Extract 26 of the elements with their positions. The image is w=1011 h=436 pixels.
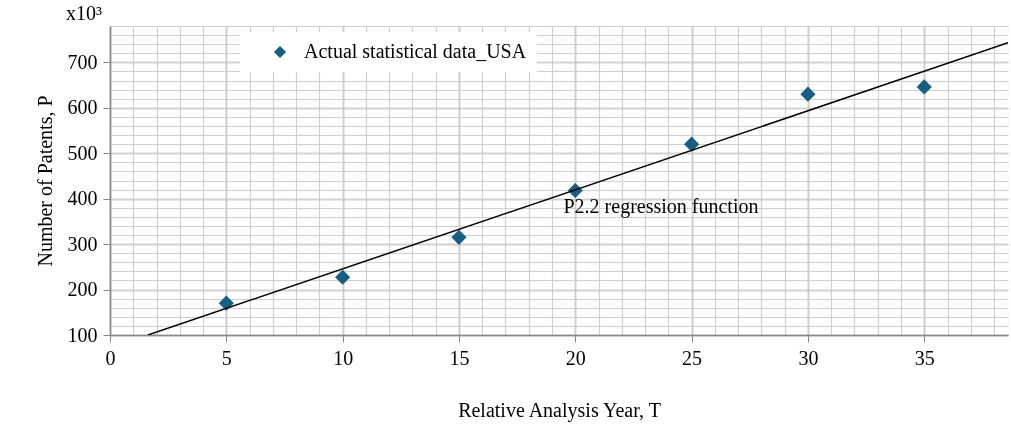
x-tick-label: 30 <box>798 346 819 369</box>
x-tick-label: 5 <box>221 346 232 369</box>
y-tick-label: 200 <box>67 278 98 301</box>
point <box>451 229 467 245</box>
point <box>684 136 700 152</box>
point <box>218 295 234 311</box>
point <box>335 269 351 285</box>
x-tick-label: 0 <box>105 346 116 369</box>
x-axis-title: Relative Analysis Year, T <box>458 398 661 422</box>
y-tick-label: 400 <box>67 187 98 210</box>
x-tick-label: 35 <box>914 346 935 369</box>
y-tick-label: 700 <box>67 50 98 73</box>
x-tick-label: 15 <box>449 346 470 369</box>
legend-label: Actual statistical data_USA <box>304 40 527 62</box>
point <box>800 86 816 102</box>
x-tick-label: 10 <box>333 346 354 369</box>
y-tick-label: 100 <box>67 323 98 346</box>
y-tick-label: 500 <box>67 141 98 164</box>
text: x10³ <box>66 2 102 24</box>
point <box>916 79 932 95</box>
x-tick-label: 25 <box>682 346 703 369</box>
y-tick-label: 600 <box>67 96 98 119</box>
x-tick-label: 20 <box>565 346 586 369</box>
y-tick-label: 300 <box>67 232 98 255</box>
y-axis-title: Number of Patents, P <box>33 95 56 267</box>
series-label: P2.2 regression function <box>563 194 759 218</box>
